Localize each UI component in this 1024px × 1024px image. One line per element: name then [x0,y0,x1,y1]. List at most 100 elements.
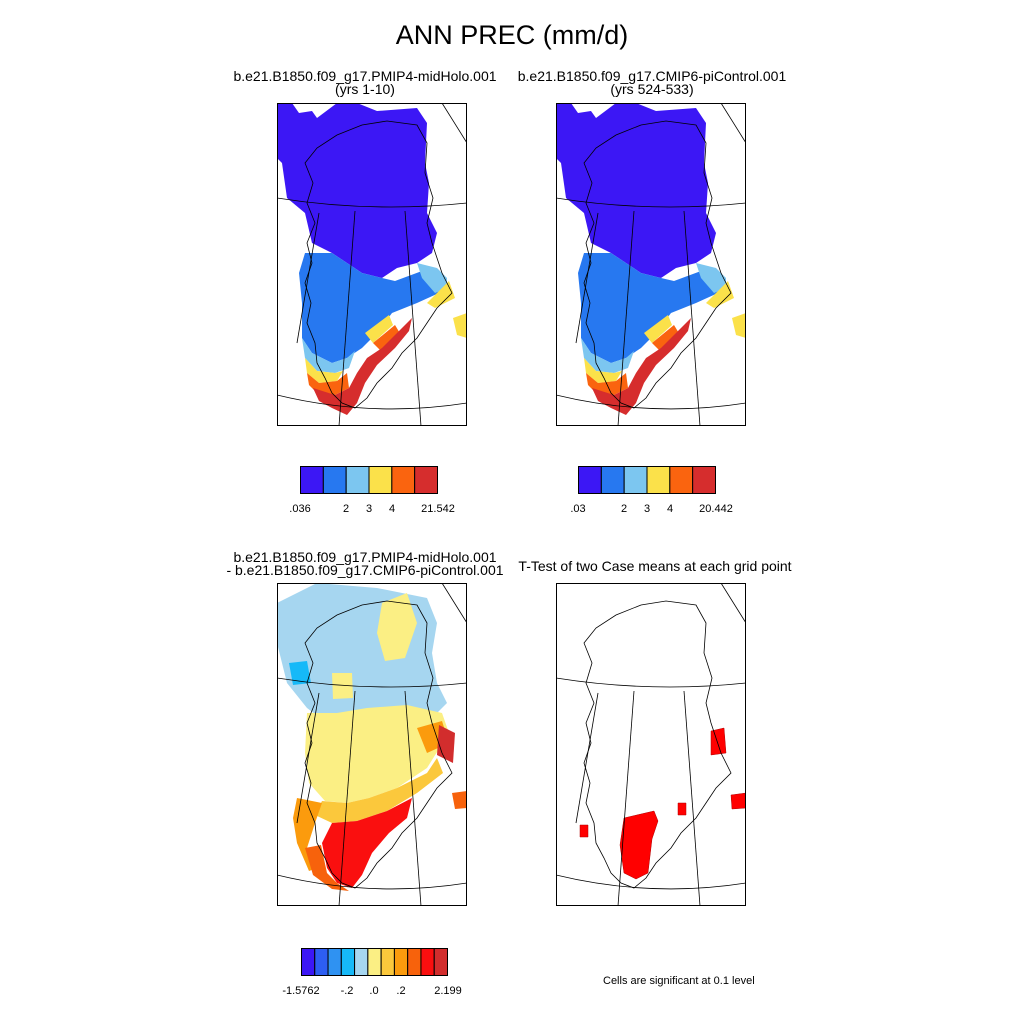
meridian-line [441,583,467,624]
colorbar-swatch [327,948,342,976]
colorbar-swatch [578,466,602,494]
latitude-line [277,197,467,208]
map-panel-1 [277,103,467,426]
map-frame [556,103,746,426]
colorbar-swatch [420,948,435,976]
difference-band [315,758,443,823]
difference-band [437,725,455,763]
colorbar-swatch [391,466,416,494]
colorbar-2-tick: 3 [643,503,651,515]
colorbar-swatch [367,948,382,976]
meridian-line [296,212,320,344]
panel-1-title-line1: b.e21.B1850.f09_g17.PMIP4-midHolo.001 [233,68,497,84]
map-panel-3 [277,583,467,906]
colorbar-swatch [407,948,422,976]
precip-band [556,103,716,278]
colorbar-2 [578,466,716,494]
coastline [583,120,732,409]
meridian-line [338,210,356,426]
panel-3-title-line2: - b.e21.B1850.f09_g17.CMIP6-piControl.00… [226,562,504,578]
panel-2-title-line2: (yrs 524-533) [610,81,694,97]
colorbar-swatch [314,948,329,976]
colorbar-swatch [380,948,395,976]
panel-1-title-line2: (yrs 1-10) [335,81,395,97]
meridian-line [720,583,746,624]
panel-2-title-line1: b.e21.B1850.f09_g17.CMIP6-piControl.001 [517,68,787,84]
colorbar-swatch [345,466,370,494]
colorbar-1-tick: .036 [289,503,311,515]
precip-band [578,253,718,363]
latitude-line [277,874,467,890]
panel-4-title: T-Test of two Case means at each grid po… [505,558,805,574]
panel-4-title-line1: T-Test of two Case means at each grid po… [518,558,792,574]
meridian-line [617,690,635,906]
colorbar-swatch [393,948,409,976]
difference-band [322,798,412,888]
colorbar-1 [300,466,438,494]
colorbar-2-tick: .03 [570,503,586,515]
colorbar-swatch [368,466,393,494]
precip-band [592,318,691,415]
latitude-line [556,197,746,208]
map-svg-2 [556,103,746,426]
colorbar-2-tick: 2 [620,503,628,515]
colorbar-3-ticks: -1.5762 -.2 .0 .2 2.199 [0,985,1024,1001]
colorbar-swatch [340,948,356,976]
significant-cell [730,792,746,810]
meridian-line [338,690,356,906]
colorbar-2-tick: 20.442 [699,503,733,515]
meridian-line [720,103,746,144]
map-svg-4 [556,583,746,906]
difference-band [332,593,417,699]
colorbar-1-tick: 21.542 [421,503,455,515]
significance-note: Cells are significant at 0.1 level [603,975,755,987]
colorbar-3-svg [301,948,449,976]
map-frame [277,103,467,426]
meridian-line [404,210,422,426]
significant-cell [677,802,687,816]
colorbar-swatch [623,466,648,494]
colorbar-swatch [600,466,625,494]
precip-band [307,325,401,395]
colorbar-3-tick: -1.5762 [282,985,320,997]
difference-band [305,705,449,803]
map-frame [556,583,746,906]
colorbar-3-tick: .0 [369,985,379,997]
colorbar-2-ticks: .03 2 3 4 20.442 [0,503,1024,519]
colorbar-1-svg [300,466,438,494]
meridian-line [575,212,599,344]
precip-band [586,325,680,395]
latitude-line [556,394,746,410]
precip-band [313,318,412,415]
colorbar-3 [301,948,449,976]
colorbar-1-tick: 2 [342,503,350,515]
coastline [304,120,453,409]
colorbar-1-tick: 3 [365,503,373,515]
panel-3-title: b.e21.B1850.f09_g17.PMIP4-midHolo.001 - … [225,549,505,578]
meridian-line [683,690,701,906]
latitude-line [277,677,467,688]
colorbar-swatch [300,466,324,494]
significant-cell [710,727,727,756]
panel-3-title-line1: b.e21.B1850.f09_g17.PMIP4-midHolo.001 [233,549,497,565]
colorbar-1-ticks: .036 2 3 4 21.542 [0,503,1024,519]
panel-1-title: b.e21.B1850.f09_g17.PMIP4-midHolo.001 (y… [225,68,505,97]
map-svg-3 [277,583,467,906]
significant-cell [619,810,659,880]
colorbar-2-tick: 4 [666,503,674,515]
difference-band [305,791,467,891]
colorbar-2-svg [578,466,716,494]
precip-band [299,253,439,363]
colorbar-swatch [692,466,716,494]
meridian-line [575,692,599,824]
difference-band [277,583,447,723]
meridian-line [617,210,635,426]
precip-band [277,103,437,278]
colorbar-swatch [414,466,438,494]
colorbar-swatch [354,948,369,976]
colorbar-1-tick: 4 [388,503,396,515]
figure-title: ANN PREC (mm/d) [395,20,629,50]
colorbar-3-tick: .2 [396,985,406,997]
meridian-line [296,692,320,824]
map-panel-2 [556,103,746,426]
